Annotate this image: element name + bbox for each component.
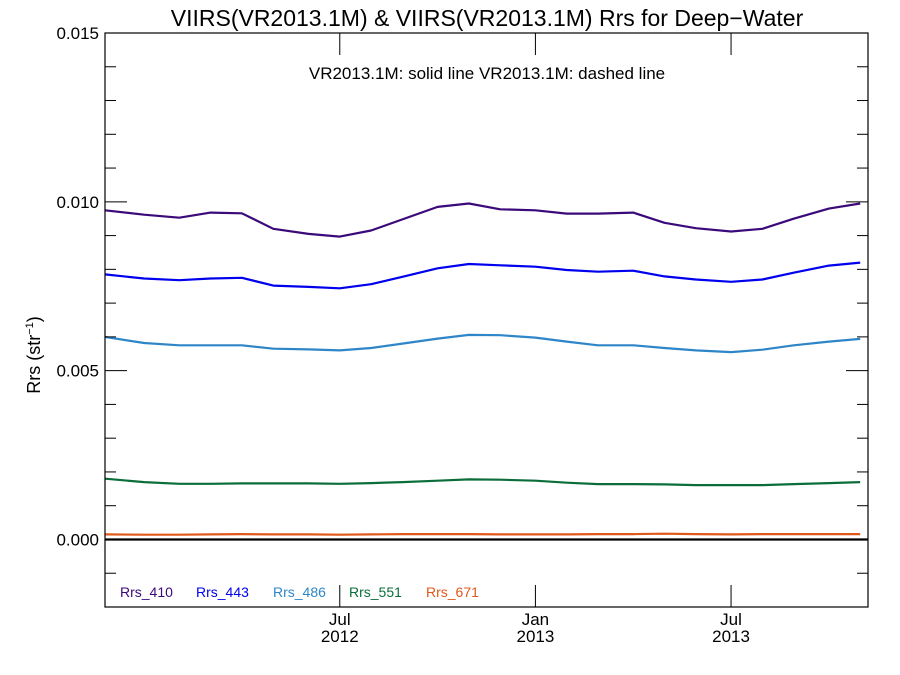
x-tick-label-year: 2012 bbox=[321, 627, 359, 646]
chart-title: VIIRS(VR2013.1M) & VIIRS(VR2013.1M) Rrs … bbox=[171, 5, 804, 31]
y-axis-label-end: ) bbox=[24, 316, 44, 322]
series-line-rrs-551 bbox=[104, 477, 861, 487]
x-tick-label-month: Jul bbox=[720, 610, 742, 629]
series-line-rrs-486 bbox=[104, 333, 861, 354]
x-tick-label-month: Jan bbox=[522, 610, 549, 629]
y-axis-label-main: Rrs (str bbox=[24, 335, 44, 394]
y-tick-label: 0.015 bbox=[56, 24, 99, 43]
x-tick-label-year: 2013 bbox=[516, 627, 554, 646]
line-style-annotation: VR2013.1M: solid line VR2013.1M: dashed … bbox=[309, 64, 665, 83]
y-tick-label: 0.005 bbox=[56, 362, 99, 381]
legend-entry-rrs-671: Rrs_671 bbox=[426, 584, 479, 600]
series-line-rrs-443 bbox=[104, 261, 861, 290]
legend-entry-rrs-410: Rrs_410 bbox=[120, 584, 173, 600]
series-line-rrs-671 bbox=[104, 532, 861, 536]
y-tick-label: 0.010 bbox=[56, 193, 99, 212]
legend-entry-rrs-486: Rrs_486 bbox=[273, 584, 326, 600]
series-line-rrs-410 bbox=[104, 202, 861, 238]
y-tick-label: 0.000 bbox=[56, 530, 99, 549]
legend-entry-rrs-551: Rrs_551 bbox=[349, 584, 402, 600]
x-tick-label-year: 2013 bbox=[712, 627, 750, 646]
plot-frame bbox=[104, 32, 869, 608]
legend-entry-rrs-443: Rrs_443 bbox=[196, 584, 249, 600]
y-axis-label-superscript: −1 bbox=[24, 322, 36, 335]
x-tick-label-month: Jul bbox=[329, 610, 351, 629]
y-axis-label: Rrs (str−1) bbox=[24, 316, 44, 394]
